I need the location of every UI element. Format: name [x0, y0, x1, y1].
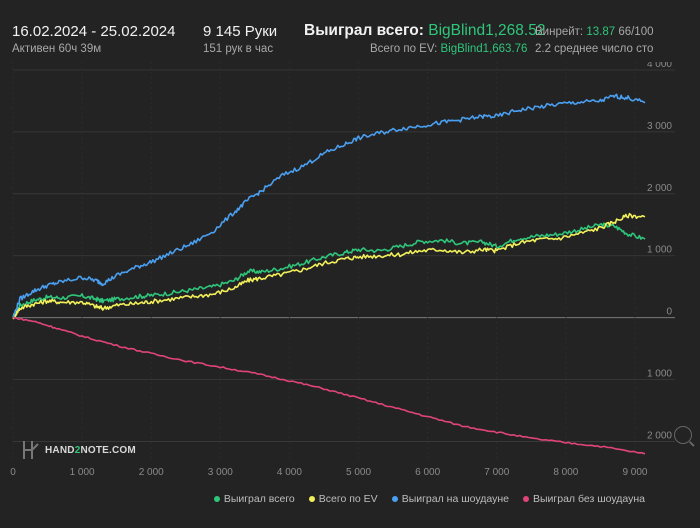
legend-dot [213, 496, 220, 502]
zoom-icon[interactable] [674, 426, 692, 444]
legend-dot [523, 496, 529, 502]
legend-dot [308, 496, 315, 502]
x-tick-label: 7 000 [484, 467, 509, 478]
legend-item-no-showdown[interactable]: Выиграл без шоудауна [523, 493, 645, 505]
winrate-label: Винрейт: [535, 26, 584, 38]
winrate-extra: 66/100 [618, 26, 654, 38]
series-line [12, 93, 646, 319]
profit-chart[interactable]: 4 000 3 000 2 000 1 000 0 1 000 2 000 0 1 000 2 0… [0, 62, 700, 493]
hands-count: 9 145 Руки [203, 23, 278, 40]
x-tick-label: 8 000 [553, 467, 578, 478]
x-tick-label: 4 000 [277, 467, 302, 478]
winrate: Винрейт: 13.87 66/100 [535, 26, 654, 38]
x-tick-label: 2 000 [139, 467, 164, 478]
y-tick-label: 3 000 [647, 121, 672, 132]
y-tick-label: 4 000 [647, 62, 672, 70]
ev-total-label: Всего по EV: [370, 43, 438, 55]
avg-stack: 2.2 среднее число сто [535, 43, 654, 55]
x-tick-label: 3 000 [208, 467, 233, 478]
summary-header: 16.02.2024 - 25.02.2024 Активен 60ч 39м … [0, 0, 700, 62]
x-tick-label: 5 000 [346, 467, 371, 478]
y-tick-label: 1 000 [647, 369, 672, 380]
legend-label: Выиграл всего [223, 493, 295, 505]
x-tick-label: 6 000 [415, 467, 440, 478]
series-line [12, 212, 646, 320]
h2n-logo-icon [23, 441, 39, 459]
legend-item-ev-total[interactable]: Всего по EV [308, 493, 378, 505]
legend-item-won-total[interactable]: Выиграл всего [213, 493, 295, 505]
x-tick-label: 9 000 [622, 467, 647, 478]
won-total-label: Выиграл всего: [304, 22, 424, 39]
won-total-value: BigBlind1,268.52 [428, 22, 546, 39]
date-range: 16.02.2024 - 25.02.2024 [12, 23, 176, 40]
y-tick-label: 2 000 [647, 183, 672, 194]
active-time: Активен 60ч 39м [12, 43, 102, 55]
y-tick-label: 0 [666, 307, 672, 318]
x-tick-label: 1 000 [70, 467, 95, 478]
legend-label: Выиграл без шоудауна [533, 493, 645, 505]
legend-dot [391, 496, 398, 502]
won-total: Выиграл всего: BigBlind1,268.52 [304, 22, 545, 40]
legend-item-showdown[interactable]: Выиграл на шоудауне [391, 493, 509, 505]
y-tick-label: 1 000 [647, 245, 672, 256]
chart-legend: Выиграл всего Всего по EV Выиграл на шоу… [213, 493, 645, 505]
series-line [12, 222, 646, 318]
ev-total: Всего по EV: BigBlind1,663.76 [370, 43, 527, 55]
logo-text: HAND2NOTE.COM [45, 444, 136, 456]
series-line [12, 316, 646, 455]
legend-label: Выиграл на шоудауне [401, 493, 509, 505]
y-tick-label: 2 000 [647, 430, 672, 441]
x-tick-label: 0 [10, 467, 16, 478]
legend-label: Всего по EV [318, 493, 378, 505]
ev-total-value: BigBlind1,663.76 [440, 43, 528, 55]
hand2note-logo: HAND2NOTE.COM [22, 440, 136, 460]
winrate-value: 13.87 [586, 26, 616, 38]
hands-per-hour: 151 рук в час [203, 43, 274, 55]
